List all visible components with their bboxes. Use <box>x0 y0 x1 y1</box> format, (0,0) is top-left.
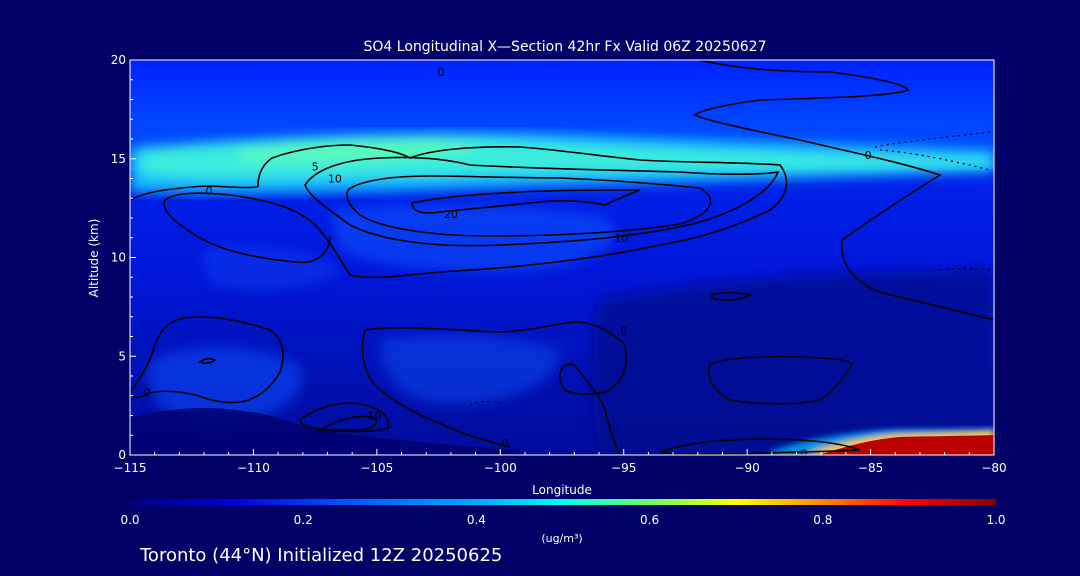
colorbar-tick-label: 0.4 <box>467 513 486 527</box>
footer-caption: Toronto (44°N) Initialized 12Z 20250625 <box>139 545 502 566</box>
contour-label: 0 <box>205 184 212 197</box>
colorbar-tick-label: 0.6 <box>640 513 659 527</box>
contour-label: 20 <box>444 208 458 221</box>
y-tick-label: 15 <box>111 152 126 166</box>
x-tick-label: −105 <box>360 461 393 475</box>
y-tick-label: 5 <box>118 349 126 363</box>
contour-label: 0 <box>865 149 872 162</box>
x-tick-label: −80 <box>981 461 1006 475</box>
y-tick-label: 20 <box>111 53 126 67</box>
contour-lines <box>130 60 994 455</box>
colorbar-unit-label: (ug/m³) <box>541 532 582 545</box>
y-tick-label: 0 <box>118 448 126 462</box>
concentration-field <box>130 60 994 455</box>
x-tick-label: −115 <box>114 461 147 475</box>
y-axis-label: Altitude (km) <box>87 219 101 298</box>
contour-label: 10 <box>367 410 381 423</box>
x-tick-label: −100 <box>484 461 517 475</box>
x-tick-label: −85 <box>858 461 883 475</box>
contour-label: 10 <box>328 173 342 186</box>
contour-label: 0 <box>800 447 807 460</box>
contour-label: 0 <box>620 325 627 338</box>
chart-title: SO4 Longitudinal X—Section 42hr Fx Valid… <box>364 39 767 55</box>
colorbar-tick-label: 0.2 <box>294 513 313 527</box>
x-tick-label: −110 <box>237 461 270 475</box>
y-axis-ticks: 0 5 10 15 20 <box>111 53 136 462</box>
y-tick-label: 10 <box>111 251 126 265</box>
colorbar <box>130 499 996 505</box>
contour-label: 0 <box>502 437 509 450</box>
contour-labels: 0 0 0 5 10 20 10 0 0 10 0 0 <box>144 66 872 460</box>
x-axis-ticks: −115 −110 −105 −100 −95 −90 −85 −80 <box>114 449 1007 475</box>
contour-label: 0 <box>144 386 151 399</box>
contour-label: 10 <box>614 232 628 245</box>
colorbar-ticks: 0.0 0.2 0.4 0.6 0.8 1.0 <box>120 513 1005 527</box>
contour-label: 0 <box>438 66 445 79</box>
colorbar-tick-label: 1.0 <box>986 513 1005 527</box>
x-axis-label: Longitude <box>532 483 592 497</box>
x-tick-label: −90 <box>734 461 759 475</box>
colorbar-tick-label: 0.0 <box>120 513 139 527</box>
colorbar-tick-label: 0.8 <box>813 513 832 527</box>
contour-label: 5 <box>312 161 319 174</box>
x-tick-label: −95 <box>611 461 636 475</box>
